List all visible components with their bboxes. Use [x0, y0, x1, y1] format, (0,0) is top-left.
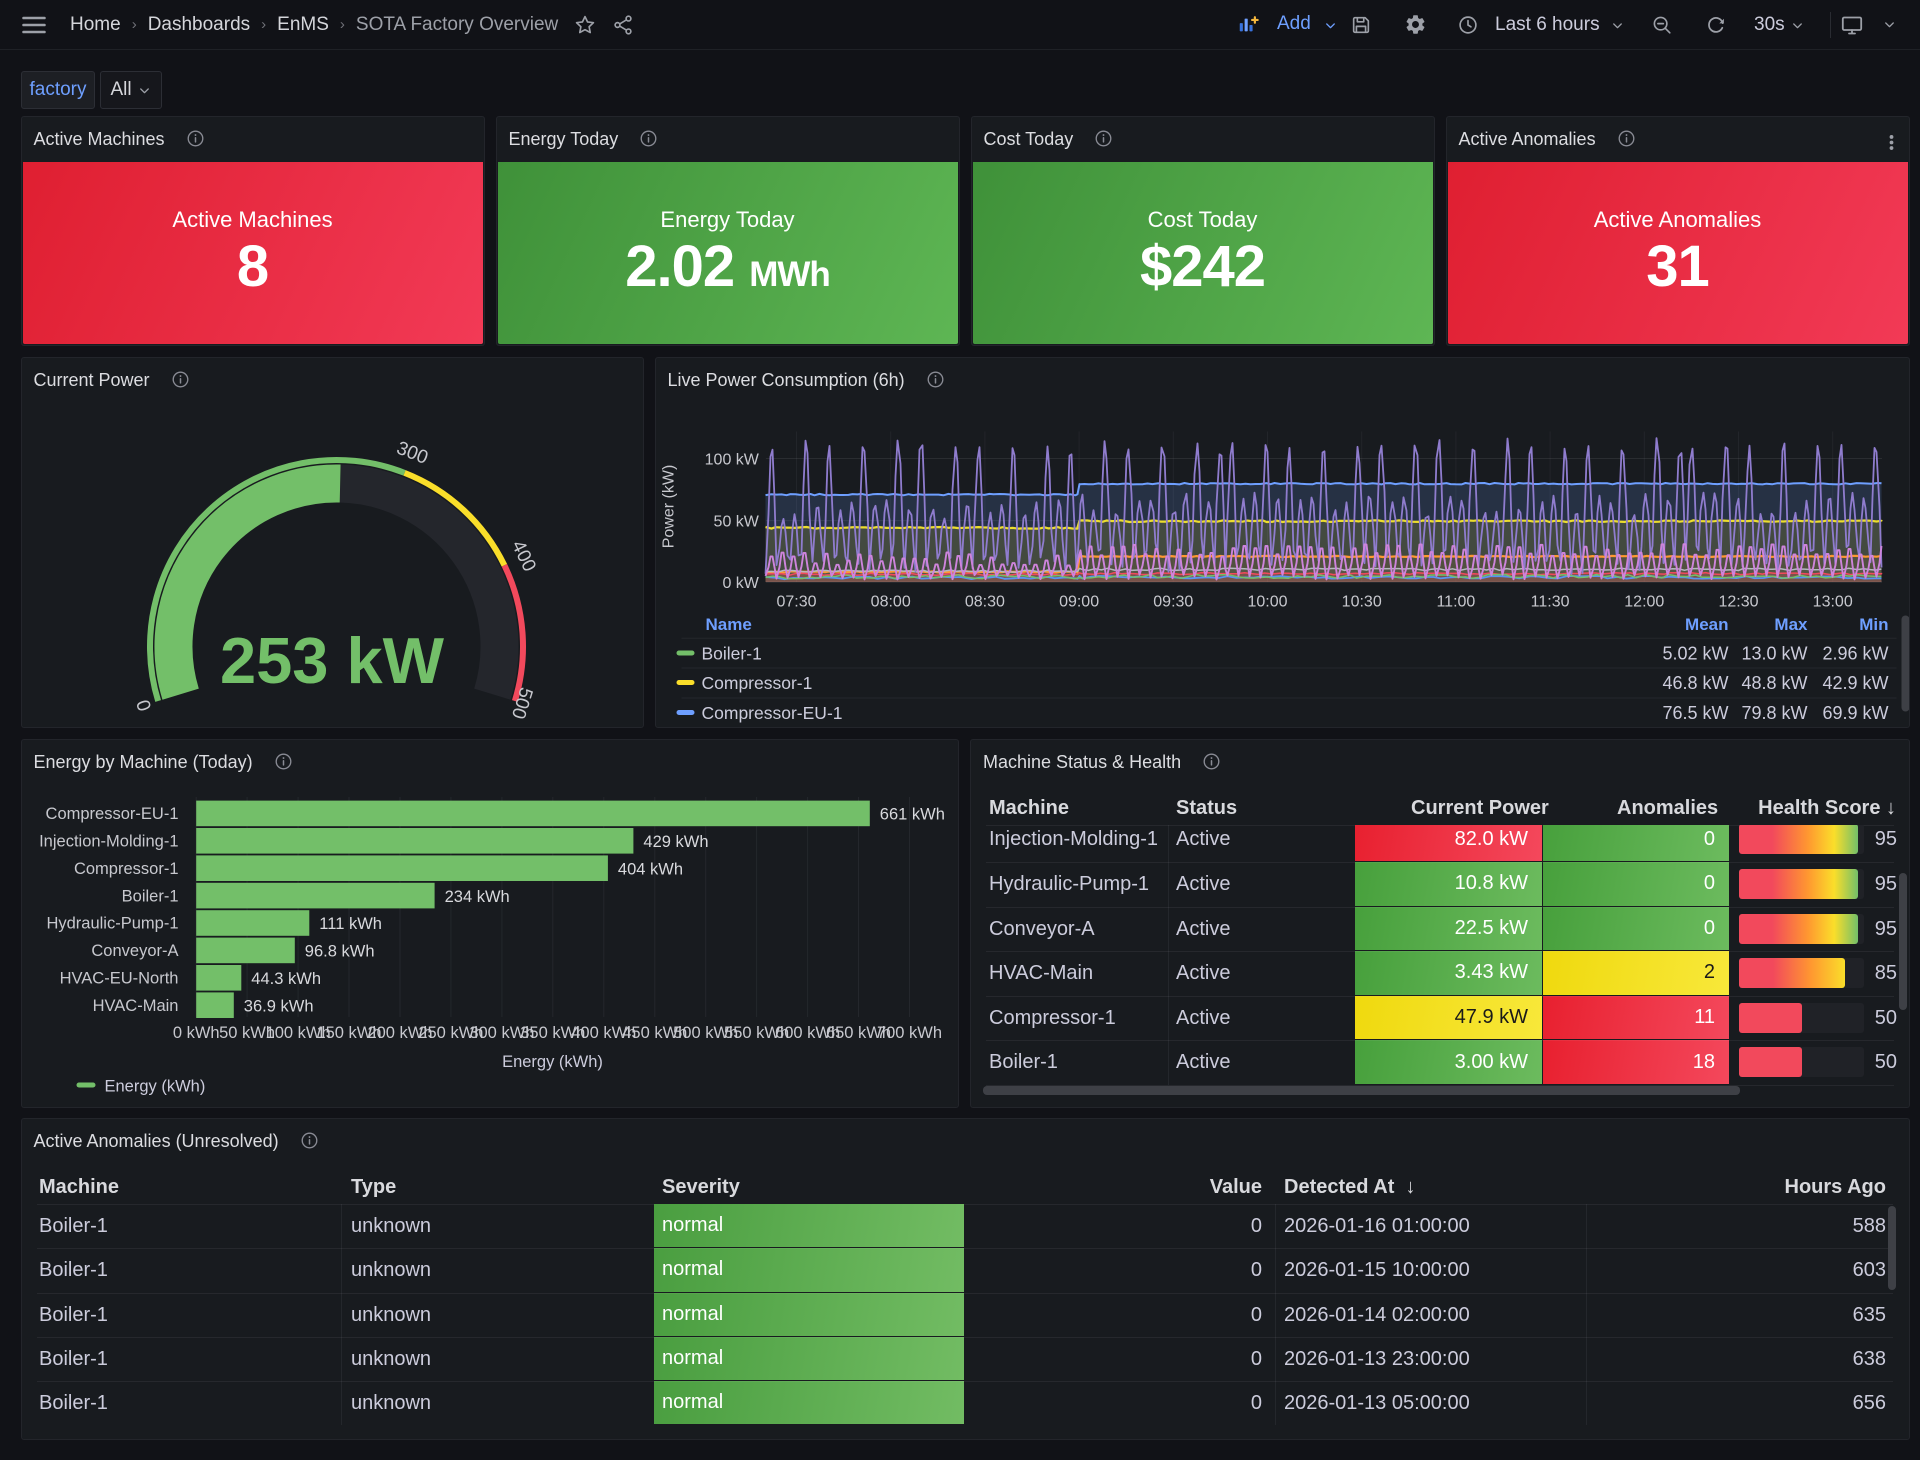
- svg-text:Min: Min: [1859, 615, 1888, 634]
- svg-text:50 kW: 50 kW: [713, 513, 759, 530]
- svg-text:HVAC-EU-North: HVAC-EU-North: [59, 970, 178, 988]
- svg-text:600 kWh: 600 kWh: [775, 1024, 840, 1042]
- svg-text:12:30: 12:30: [1718, 593, 1758, 610]
- svg-text:0 kW: 0 kW: [722, 575, 759, 592]
- svg-text:661 kWh: 661 kWh: [879, 806, 944, 824]
- svg-text:150 kWh: 150 kWh: [316, 1024, 381, 1042]
- svg-text:234 kWh: 234 kWh: [444, 888, 509, 906]
- svg-text:400: 400: [506, 537, 539, 575]
- svg-text:46.8 kW: 46.8 kW: [1662, 673, 1728, 693]
- svg-text:09:00: 09:00: [1059, 593, 1099, 610]
- svg-text:5.02 kW: 5.02 kW: [1662, 643, 1728, 663]
- svg-text:650 kWh: 650 kWh: [825, 1024, 890, 1042]
- svg-text:50 kWh: 50 kWh: [219, 1024, 275, 1042]
- svg-text:13:00: 13:00: [1812, 593, 1852, 610]
- svg-text:253 kW: 253 kW: [219, 624, 444, 697]
- svg-text:42.9 kW: 42.9 kW: [1822, 673, 1888, 693]
- svg-text:550 kWh: 550 kWh: [724, 1024, 789, 1042]
- svg-text:350 kWh: 350 kWh: [520, 1024, 585, 1042]
- svg-text:2.96 kW: 2.96 kW: [1822, 643, 1888, 663]
- svg-text:0 kWh: 0 kWh: [172, 1024, 219, 1042]
- svg-text:11:00: 11:00: [1436, 593, 1475, 610]
- svg-text:69.9 kW: 69.9 kW: [1822, 703, 1888, 723]
- svg-text:96.8 kWh: 96.8 kWh: [304, 943, 374, 961]
- svg-text:Compressor-EU-1: Compressor-EU-1: [701, 703, 842, 723]
- svg-text:48.8 kW: 48.8 kW: [1741, 673, 1807, 693]
- svg-text:76.5 kW: 76.5 kW: [1662, 703, 1728, 723]
- svg-text:450 kWh: 450 kWh: [622, 1024, 687, 1042]
- svg-text:0: 0: [133, 697, 156, 713]
- svg-text:08:30: 08:30: [964, 593, 1004, 610]
- svg-text:13.0 kW: 13.0 kW: [1741, 643, 1807, 663]
- svg-text:Mean: Mean: [1685, 615, 1728, 634]
- svg-text:Max: Max: [1774, 615, 1808, 634]
- svg-text:Compressor-1: Compressor-1: [73, 860, 178, 878]
- svg-text:400 kWh: 400 kWh: [571, 1024, 636, 1042]
- svg-text:500 kWh: 500 kWh: [673, 1024, 738, 1042]
- svg-text:404 kWh: 404 kWh: [617, 860, 682, 878]
- svg-text:300 kWh: 300 kWh: [469, 1024, 534, 1042]
- svg-text:09:30: 09:30: [1153, 593, 1193, 610]
- svg-text:07:30: 07:30: [776, 593, 816, 610]
- svg-text:Name: Name: [705, 615, 751, 634]
- svg-text:Compressor-EU-1: Compressor-EU-1: [45, 805, 178, 823]
- svg-text:10:00: 10:00: [1247, 593, 1287, 610]
- svg-text:Energy (kWh): Energy (kWh): [502, 1053, 603, 1071]
- svg-text:Energy (kWh): Energy (kWh): [104, 1078, 205, 1096]
- svg-text:250 kWh: 250 kWh: [418, 1024, 483, 1042]
- svg-text:11:30: 11:30: [1530, 593, 1569, 610]
- svg-text:Compressor-1: Compressor-1: [701, 673, 812, 693]
- svg-text:200 kWh: 200 kWh: [367, 1024, 432, 1042]
- svg-text:700 kWh: 700 kWh: [876, 1024, 941, 1042]
- svg-text:111 kWh: 111 kWh: [319, 915, 382, 933]
- svg-text:79.8 kW: 79.8 kW: [1741, 703, 1807, 723]
- svg-text:HVAC-Main: HVAC-Main: [92, 997, 178, 1015]
- svg-text:08:00: 08:00: [870, 593, 910, 610]
- svg-text:300: 300: [393, 437, 430, 468]
- svg-text:100 kWh: 100 kWh: [265, 1024, 330, 1042]
- svg-text:100 kW: 100 kW: [704, 451, 759, 468]
- svg-text:Conveyor-A: Conveyor-A: [91, 942, 178, 960]
- svg-text:Power (kW): Power (kW): [660, 464, 677, 548]
- svg-text:36.9 kWh: 36.9 kWh: [243, 997, 313, 1015]
- svg-text:Injection-Molding-1: Injection-Molding-1: [39, 833, 178, 851]
- svg-text:12:00: 12:00: [1624, 593, 1664, 610]
- svg-text:Boiler-1: Boiler-1: [121, 887, 178, 905]
- svg-text:429 kWh: 429 kWh: [643, 833, 708, 851]
- svg-text:44.3 kWh: 44.3 kWh: [251, 970, 321, 988]
- svg-text:Boiler-1: Boiler-1: [701, 643, 761, 663]
- svg-text:10:30: 10:30: [1341, 593, 1381, 610]
- svg-text:Hydraulic-Pump-1: Hydraulic-Pump-1: [46, 915, 178, 933]
